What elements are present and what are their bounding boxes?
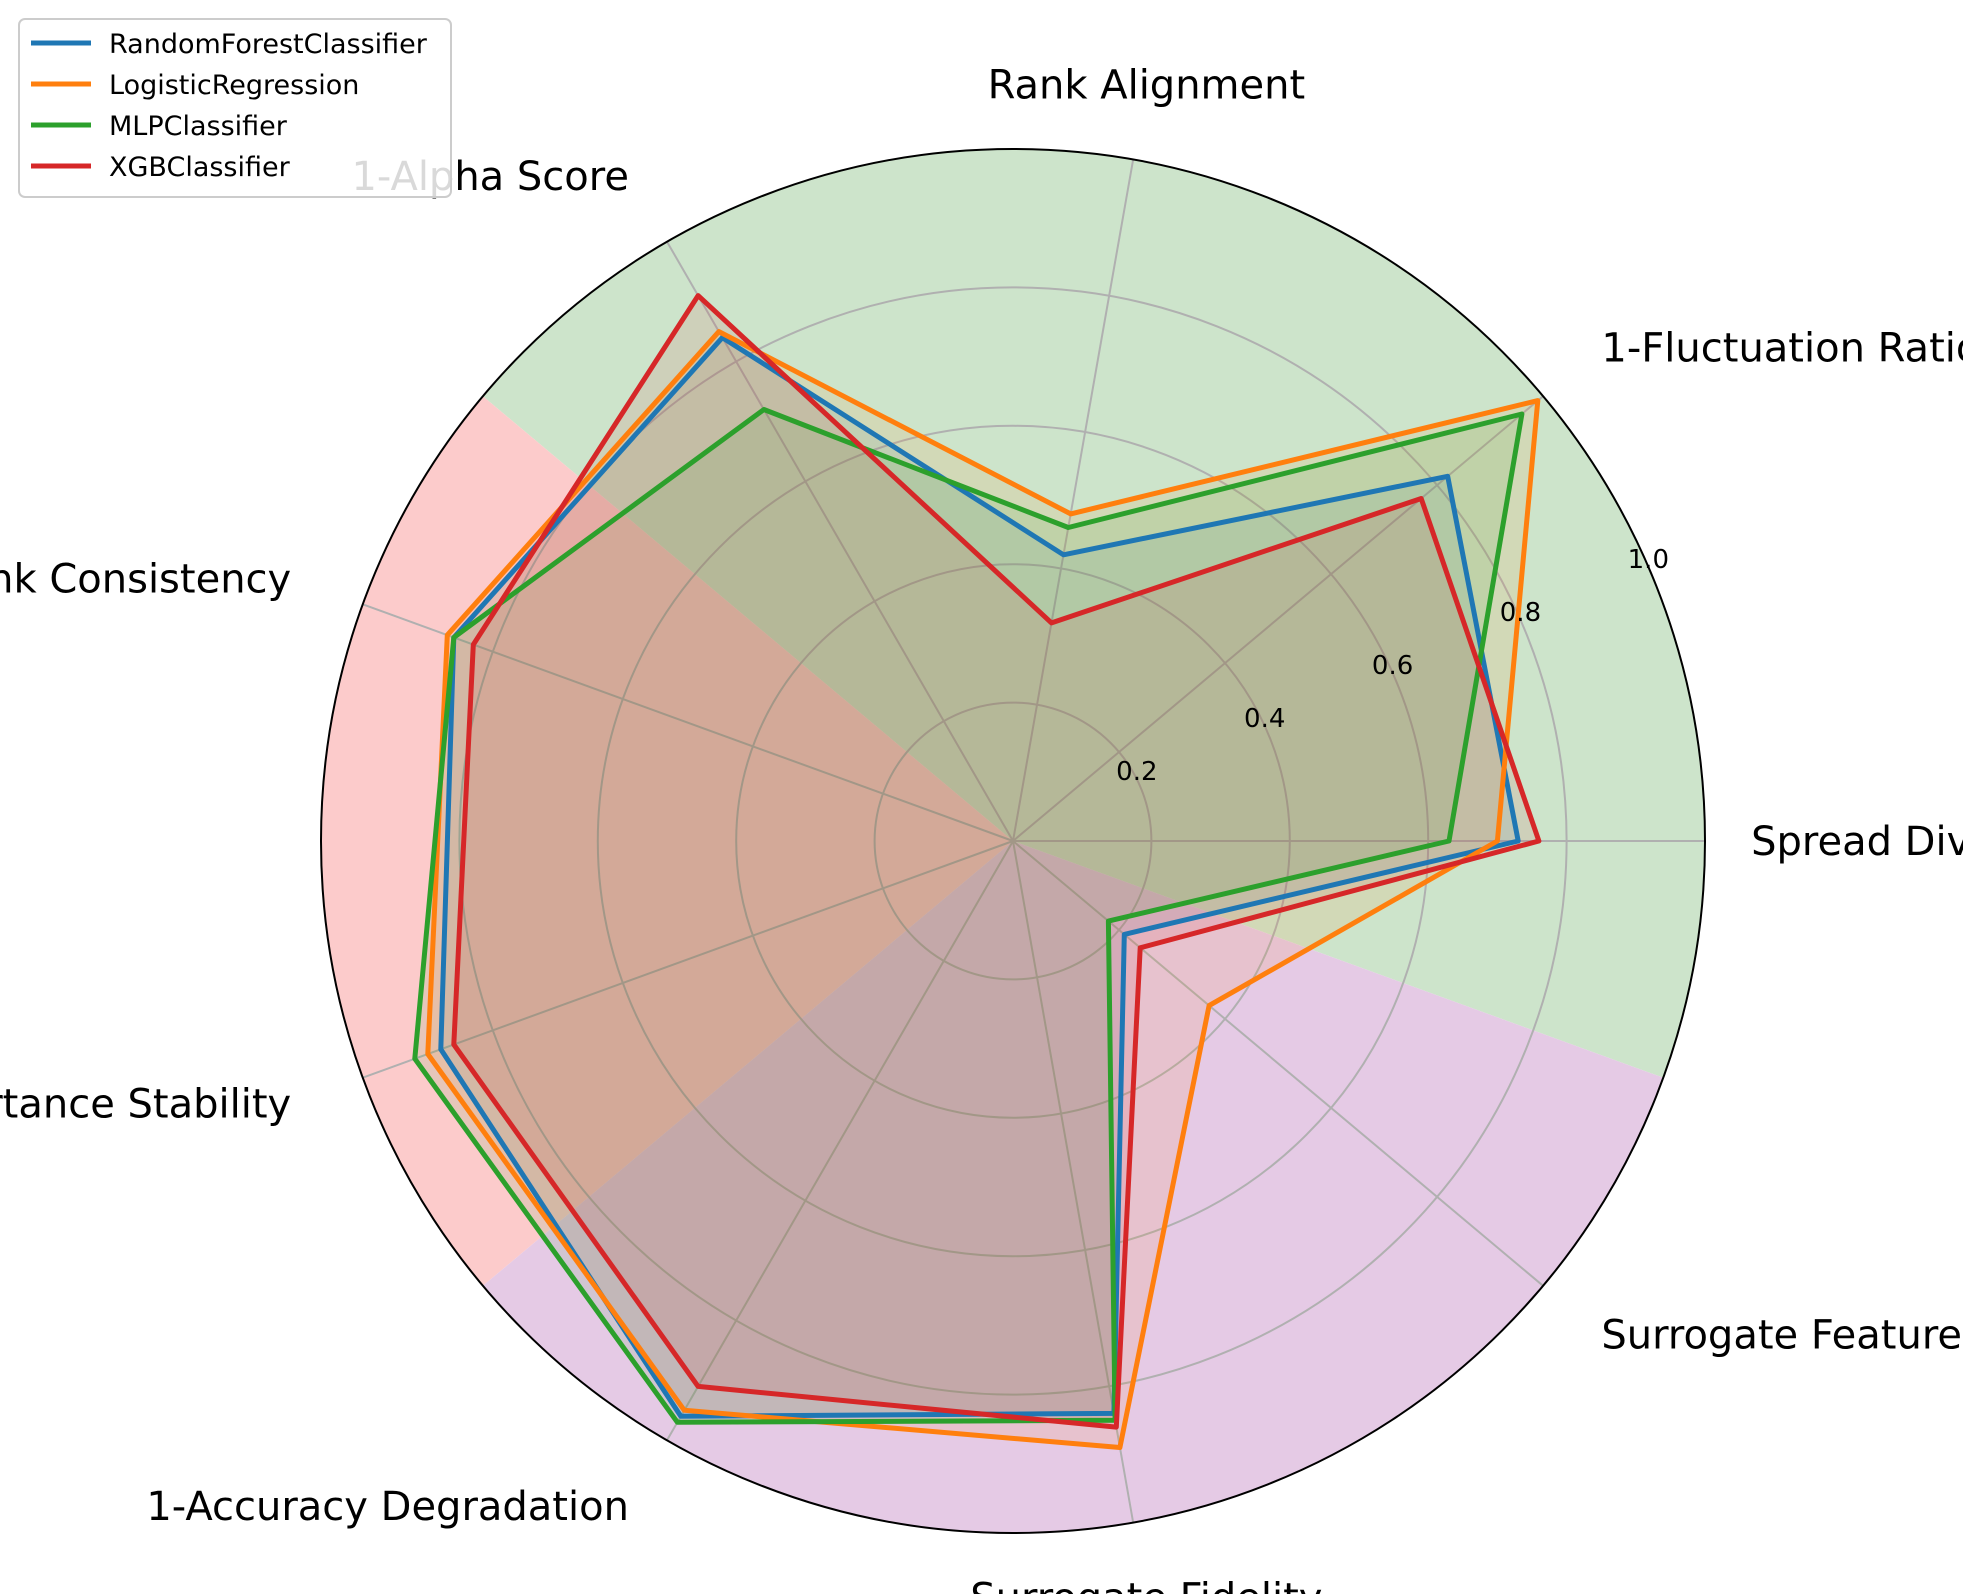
legend-label-logisticregression: LogisticRegression xyxy=(109,70,359,101)
axis-label-1-importance-stability: 1-Importance Stability xyxy=(0,1082,291,1128)
axis-label-1-rank-consistency: 1-Rank Consistency xyxy=(0,556,291,602)
spoke-surrogate-feature-stability xyxy=(1012,840,1544,1287)
spoke-1-fluctuation-ratio xyxy=(1012,395,1544,842)
legend: RandomForestClassifier LogisticRegression… xyxy=(18,18,452,198)
series-line-mlpclassifier xyxy=(412,407,1525,1425)
tick-label: 0.8 xyxy=(1500,598,1541,628)
tick-label: 0.4 xyxy=(1244,704,1285,734)
axis-label-1-fluctuation-ratio: 1-Fluctuation Ratio xyxy=(1601,325,1963,371)
axis-label-rank-alignment: Rank Alignment xyxy=(988,63,1306,109)
radial-tick-labels: 0.2 0.4 0.6 0.8 1.0 xyxy=(1116,545,1669,787)
spoke-rank-alignment xyxy=(1012,159,1135,842)
axis-labels: Spread Divergence 1-Fluctuation Ratio Rank… xyxy=(0,63,1963,1594)
spoke-1-importance-stability xyxy=(362,840,1014,1079)
legend-frame xyxy=(18,18,452,198)
outer-frame-circle xyxy=(320,148,1706,1534)
series-fill-randomforestclassifier xyxy=(440,337,1519,1417)
tick-label: 1.0 xyxy=(1628,545,1669,575)
series-fill-xgbclassifier xyxy=(453,295,1539,1428)
tick-label: 0.6 xyxy=(1372,651,1413,681)
spoke-1-accuracy-degradation xyxy=(666,840,1014,1441)
background-sector-2 xyxy=(321,396,1013,1286)
legend-label-mlpclassifier: MLPClassifier xyxy=(109,111,288,142)
axis-label-1-accuracy-degradation: 1-Accuracy Degradation xyxy=(146,1484,629,1530)
tick-label: 0.2 xyxy=(1116,757,1157,787)
axis-label-surrogate-fidelity: Surrogate Fidelity xyxy=(970,1575,1322,1594)
series-line-logisticregression xyxy=(425,329,1541,1450)
series-line-randomforestclassifier xyxy=(438,335,1521,1419)
series-line-xgbclassifier xyxy=(451,293,1542,1430)
series-polygons xyxy=(412,293,1542,1450)
axis-label-surrogate-feature-stability: Surrogate Feature Stability xyxy=(1601,1313,1963,1359)
series-fill-mlpclassifier xyxy=(414,409,1522,1423)
legend-label-xgbclassifier: XGBClassifier xyxy=(109,152,291,183)
legend-label-randomforestclassifier: RandomForestClassifier xyxy=(109,29,428,60)
axis-label-spread-divergence: Spread Divergence xyxy=(1751,819,1963,865)
series-fill-logisticregression xyxy=(427,331,1538,1448)
